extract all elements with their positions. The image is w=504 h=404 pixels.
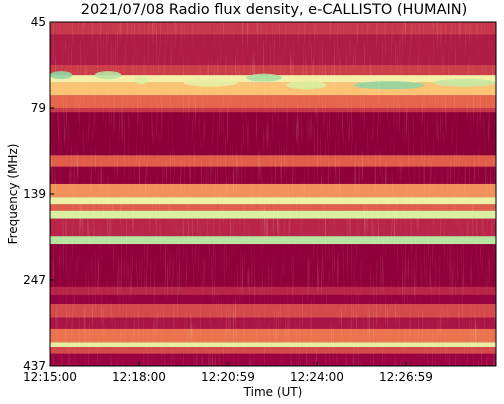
- y-tick-label: 45: [31, 15, 46, 29]
- y-axis-label: Frequency (MHz): [6, 144, 20, 245]
- x-axis-label: Time (UT): [243, 385, 303, 399]
- x-tick-label: 12:20:59: [201, 370, 255, 384]
- y-tick-label: 139: [23, 187, 46, 201]
- x-tick-label: 12:24:00: [290, 370, 344, 384]
- plot-area: [50, 22, 496, 366]
- x-tick-label: 12:18:00: [112, 370, 166, 384]
- x-tick-label: 12:26:59: [379, 370, 433, 384]
- x-axis: 12:15:00 12:18:00 12:20:59 12:24:00 12:26:59: [23, 362, 433, 384]
- y-tick-label: 247: [23, 273, 46, 287]
- y-tick-label: 79: [31, 101, 46, 115]
- y-axis: 45 79 139 247 437: [23, 15, 54, 373]
- noise-texture: [50, 22, 496, 366]
- x-tick-label: 12:15:00: [23, 370, 77, 384]
- y-tick-label: 437: [23, 359, 46, 373]
- chart-title: 2021/07/08 Radio flux density, e-CALLIST…: [80, 2, 468, 18]
